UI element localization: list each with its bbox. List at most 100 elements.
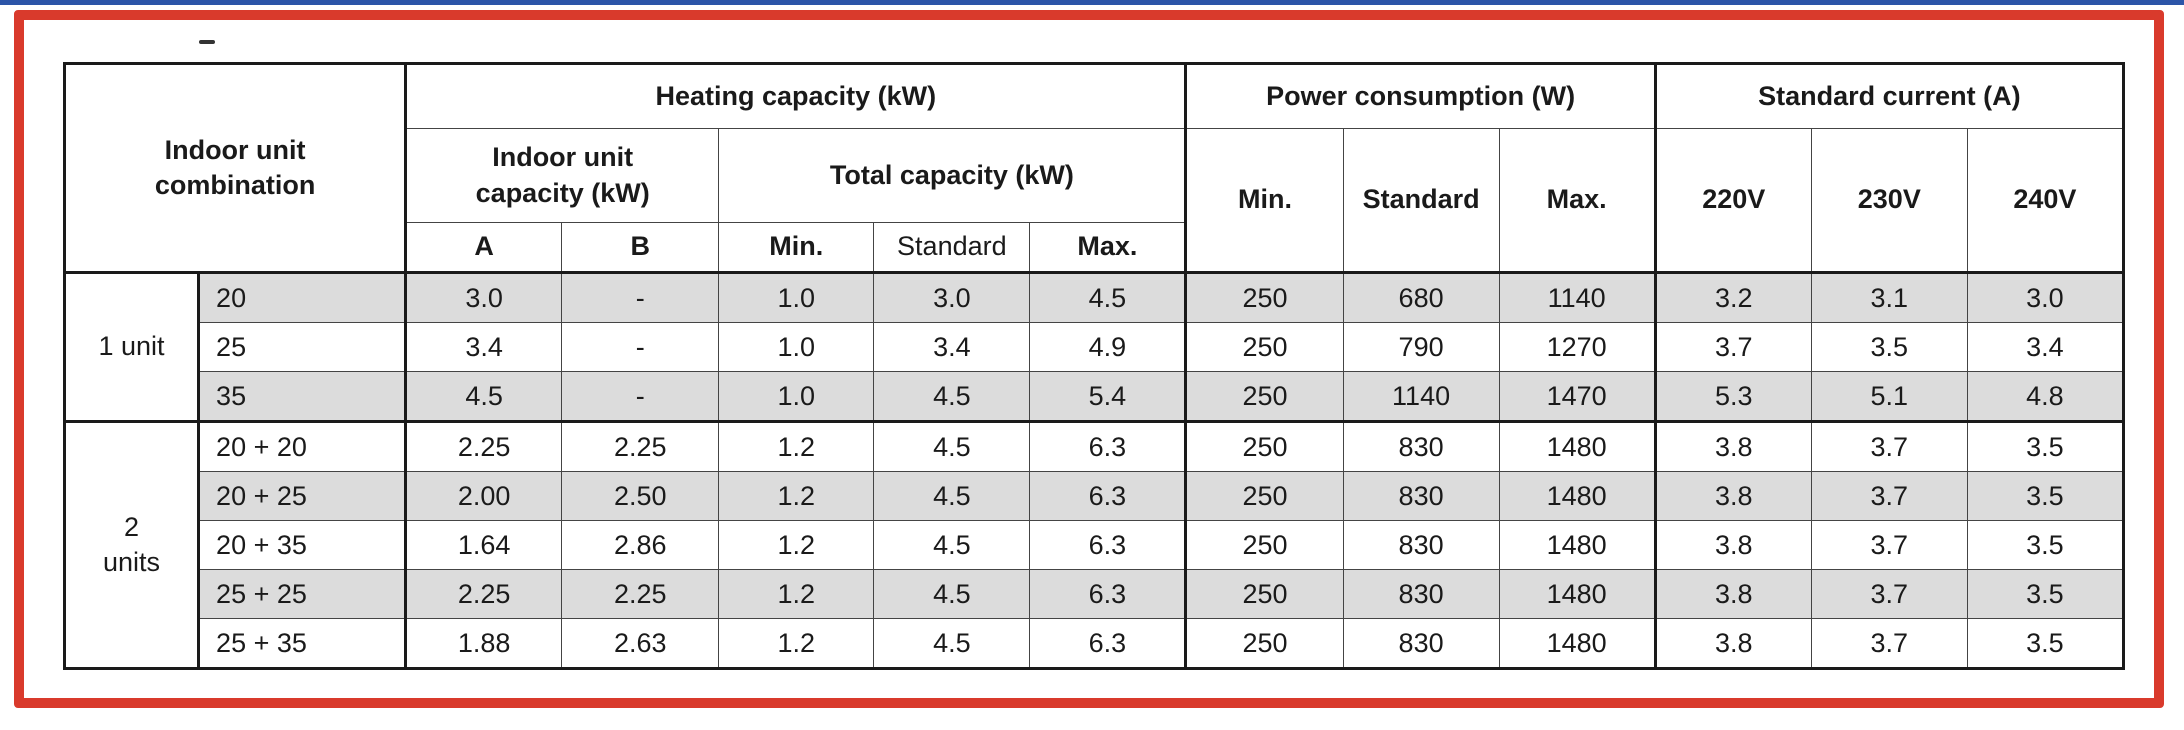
value-cell-v240: 3.0: [1966, 272, 2125, 323]
current-220v-header: 220V: [1654, 128, 1812, 274]
unit-size-cell: 20 + 20: [198, 420, 408, 472]
value-cell-a: 3.4: [405, 322, 563, 372]
value-cell-tmin: 1.2: [718, 569, 875, 619]
table-row: 25 + 25 2.25 2.25 1.2 4.5 6.3 250 830 1480 3.8 3.7…: [65, 569, 2125, 619]
value-cell-pmax: 1480: [1498, 569, 1657, 619]
unit-size-cell: 25 + 35: [198, 618, 408, 669]
value-cell-b: 2.25: [561, 569, 720, 619]
capacity-b-header: B: [561, 222, 720, 274]
unit-size-cell: 25: [198, 322, 408, 372]
table-row: 20 + 25 2.00 2.50 1.2 4.5 6.3 250 830 1480 3.8 3.7…: [65, 471, 2125, 521]
value-cell-tstd: 4.5: [873, 420, 1031, 472]
value-cell-v220: 3.7: [1654, 322, 1812, 372]
unit-group-label: 1 unit: [63, 272, 201, 423]
table-row: 20 + 35 1.64 2.86 1.2 4.5 6.3 250 830 1480 3.8 3.7…: [65, 520, 2125, 570]
value-cell-tmin: 1.2: [718, 618, 875, 669]
value-cell-v220: 3.8: [1654, 471, 1812, 521]
value-cell-v230: 3.1: [1810, 272, 1968, 323]
value-cell-tstd: 4.5: [873, 569, 1031, 619]
value-cell-tmin: 1.0: [718, 322, 875, 372]
table-row: 25 3.4-1.0 3.4 4.9 250 790 1270 3.7 3.5 3.4: [65, 322, 2125, 372]
unit-size-cell: 25 + 25: [198, 569, 408, 619]
value-cell-tmax: 6.3: [1029, 420, 1188, 472]
total-standard-header: Standard: [873, 222, 1031, 274]
value-cell-pmin: 250: [1185, 371, 1344, 423]
value-cell-tmax: 6.3: [1029, 471, 1188, 521]
value-cell-v240: 3.4: [1966, 322, 2125, 372]
value-cell-tmin: 1.2: [718, 471, 875, 521]
unit-group-label: 2 units: [63, 421, 201, 669]
value-cell-pmin: 250: [1185, 618, 1344, 669]
value-cell-a: 2.25: [405, 569, 563, 619]
value-cell-pstd: 1140: [1342, 371, 1500, 423]
value-cell-pmin: 250: [1185, 420, 1344, 472]
value-cell-b: 2.86: [561, 520, 720, 570]
top-accent-line: [0, 0, 2184, 5]
value-cell-tmin: 1.0: [718, 272, 875, 323]
value-cell-tstd: 4.5: [873, 371, 1031, 423]
indoor-capacity-header: Indoor unit capacity (kW): [405, 128, 720, 223]
value-cell-a: 2.00: [405, 471, 563, 521]
value-cell-tstd: 4.5: [873, 618, 1031, 669]
value-cell-tmax: 6.3: [1029, 569, 1188, 619]
value-cell-a: 4.5: [405, 371, 563, 423]
value-cell-tstd: 4.5: [873, 471, 1031, 521]
value-cell-v220: 3.8: [1654, 569, 1812, 619]
power-max-header: Max.: [1498, 128, 1657, 274]
value-cell-a: 1.64: [405, 520, 563, 570]
value-cell-v240: 3.5: [1966, 471, 2125, 521]
value-cell-pmax: 1480: [1498, 520, 1657, 570]
value-cell-b: -: [561, 322, 720, 372]
value-cell-pstd: 830: [1342, 569, 1500, 619]
unit-size-cell: 20 + 35: [198, 520, 408, 570]
value-cell-tmax: 4.9: [1029, 322, 1188, 372]
value-cell-pstd: 830: [1342, 420, 1500, 472]
table-row: 35 4.5-1.0 4.5 5.4 250 1140 1470 5.3 5.1 4.8: [65, 371, 2125, 423]
value-cell-b: -: [561, 371, 720, 423]
value-cell-pmin: 250: [1185, 272, 1344, 323]
total-capacity-header: Total capacity (kW): [718, 128, 1188, 223]
value-cell-b: -: [561, 272, 720, 323]
unit-size-cell: 20: [198, 272, 408, 323]
heating-capacity-header: Heating capacity (kW): [405, 63, 1188, 129]
value-cell-pmax: 1270: [1498, 322, 1657, 372]
value-cell-tmax: 4.5: [1029, 272, 1188, 323]
heating-capacity-table: Indoor unit combination Heating capacity…: [63, 62, 2125, 670]
cropped-caption-fragment: [199, 40, 215, 44]
current-230v-header: 230V: [1810, 128, 1968, 274]
capacity-a-header: A: [405, 222, 563, 274]
value-cell-tmin: 1.0: [718, 371, 875, 423]
value-cell-pstd: 680: [1342, 272, 1500, 323]
value-cell-pstd: 790: [1342, 322, 1500, 372]
value-cell-pmin: 250: [1185, 471, 1344, 521]
value-cell-b: 2.25: [561, 420, 720, 472]
current-240v-header: 240V: [1966, 128, 2125, 274]
value-cell-v220: 3.8: [1654, 618, 1812, 669]
value-cell-tmax: 6.3: [1029, 520, 1188, 570]
total-max-header: Max.: [1029, 222, 1188, 274]
table-row: 2 units 20 + 20 2.25 2.25 1.2 4.5 6.3 250 830 148…: [63, 420, 2125, 669]
value-cell-tstd: 3.4: [873, 322, 1031, 372]
value-cell-pstd: 830: [1342, 471, 1500, 521]
value-cell-v240: 4.8: [1966, 371, 2125, 423]
value-cell-pmax: 1140: [1498, 272, 1657, 323]
value-cell-v220: 3.2: [1654, 272, 1812, 323]
table-row: 25 + 35 1.88 2.63 1.2 4.5 6.3 250 830 1480 3.8 3.7…: [65, 618, 2125, 669]
unit-size-cell: 35: [198, 371, 408, 423]
value-cell-v220: 3.8: [1654, 520, 1812, 570]
value-cell-pmax: 1480: [1498, 420, 1657, 472]
power-min-header: Min.: [1185, 128, 1344, 274]
value-cell-v240: 3.5: [1966, 618, 2125, 669]
value-cell-v240: 3.5: [1966, 569, 2125, 619]
value-cell-pstd: 830: [1342, 520, 1500, 570]
unit-size-cell: 20 + 25: [198, 471, 408, 521]
standard-current-header: Standard current (A): [1654, 63, 2125, 129]
value-cell-v230: 3.7: [1810, 569, 1968, 619]
value-cell-v230: 3.7: [1810, 618, 1968, 669]
value-cell-v230: 3.7: [1810, 471, 1968, 521]
value-cell-tmax: 5.4: [1029, 371, 1188, 423]
value-cell-a: 1.88: [405, 618, 563, 669]
value-cell-pmax: 1480: [1498, 471, 1657, 521]
power-standard-header: Standard: [1342, 128, 1500, 274]
table-row: 1 unit 20 3.0-1.0 3.0 4.5 250 680 1140 3.2 3.1 3.0: [63, 272, 2125, 423]
